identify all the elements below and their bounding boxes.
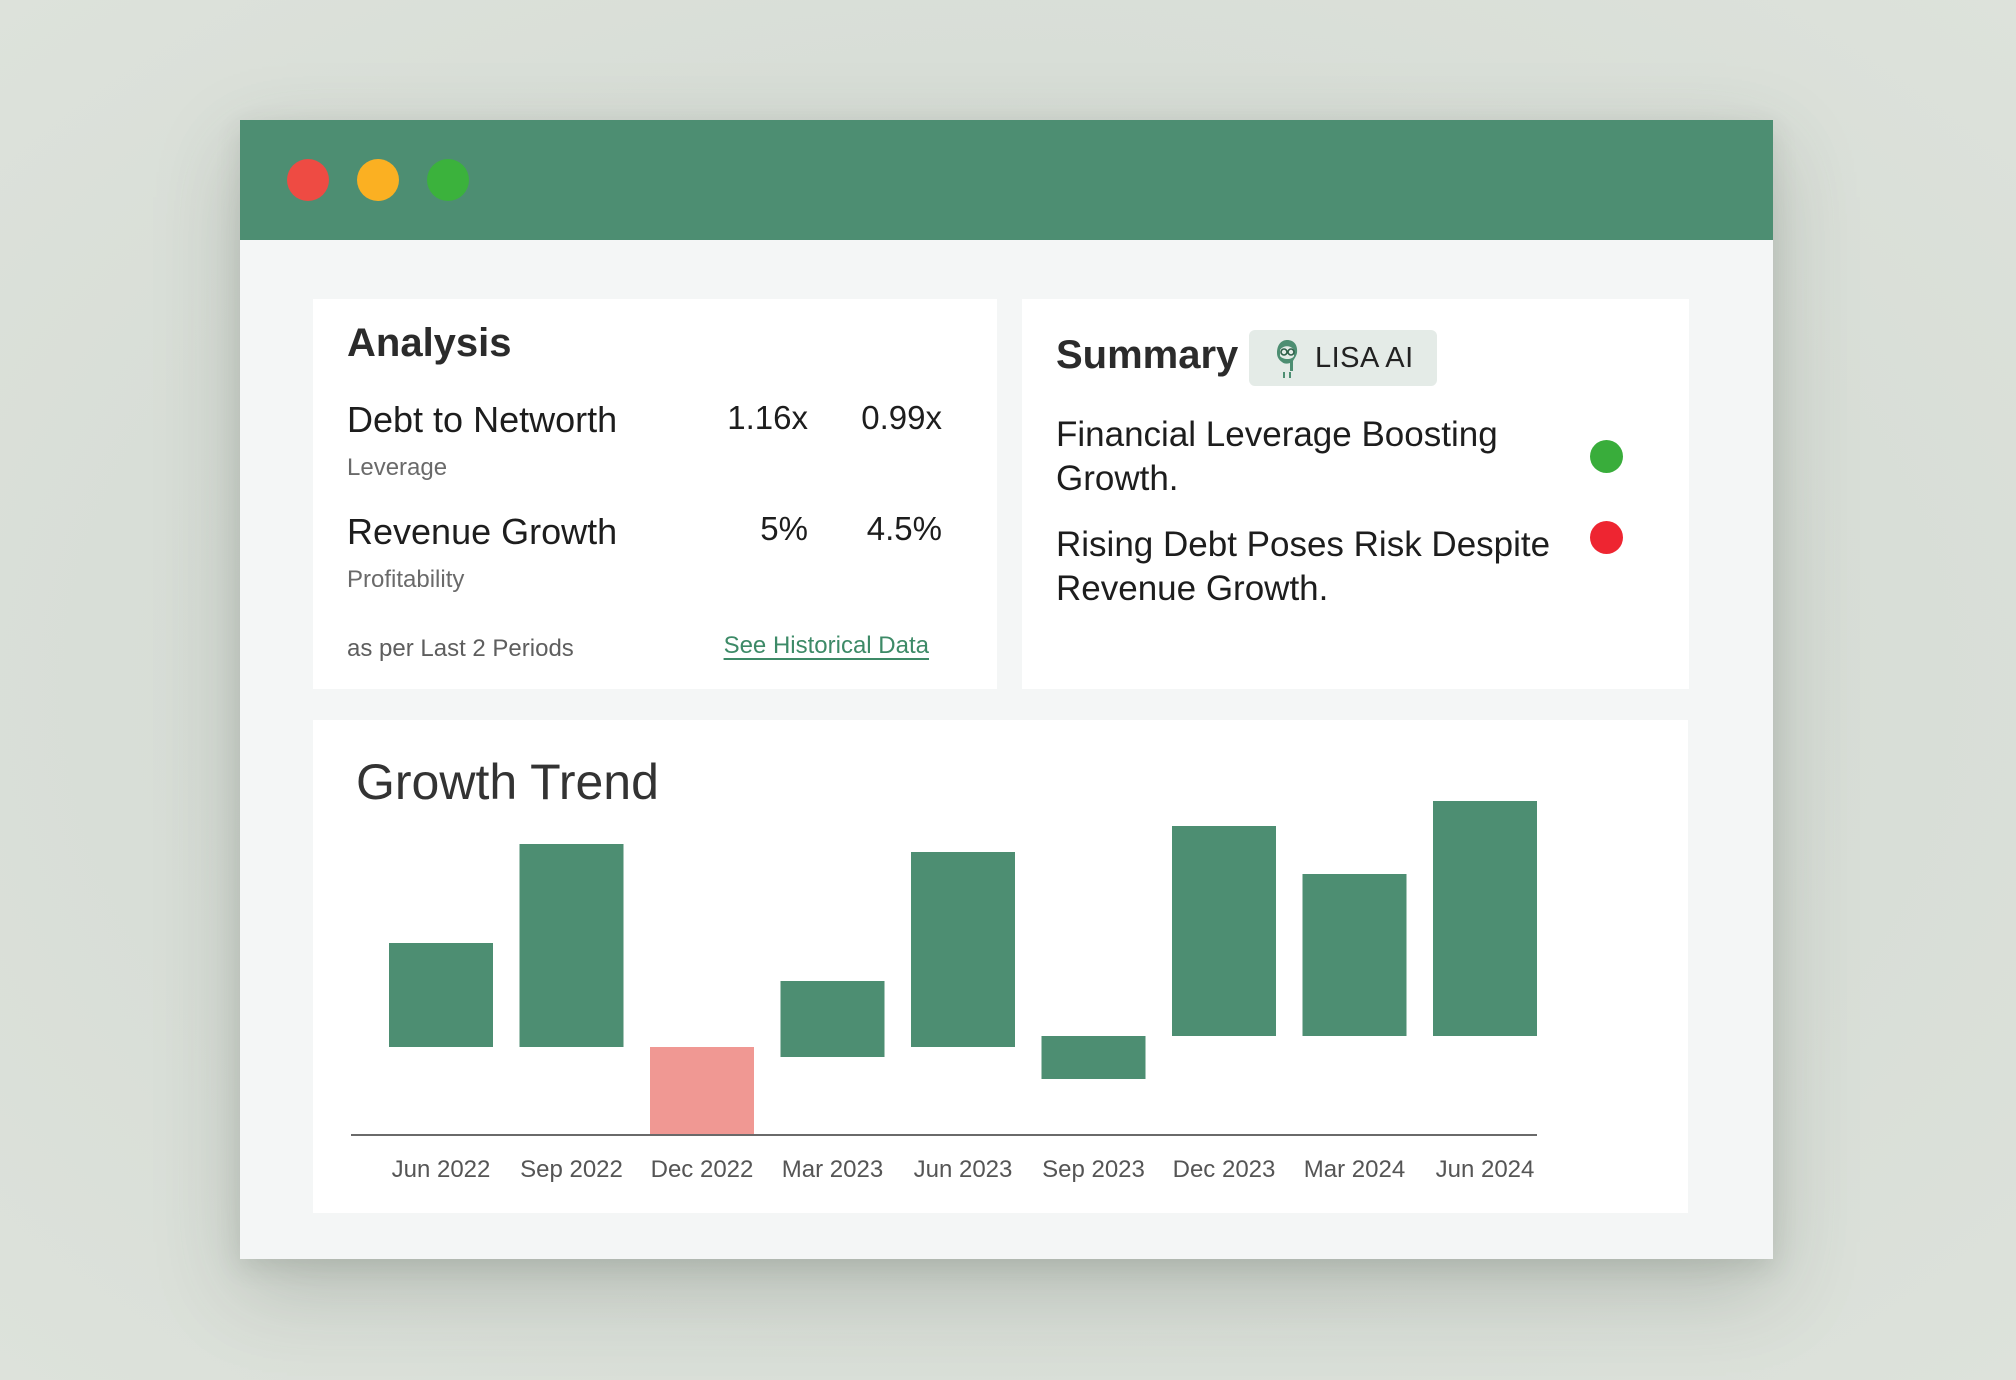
summary-card: Summary LISA AI Financial Leverage Boost… <box>1022 299 1689 689</box>
lisa-ai-badge[interactable]: LISA AI <box>1249 330 1437 386</box>
maximize-window-button[interactable] <box>427 159 469 201</box>
analysis-title: Analysis <box>347 321 512 365</box>
growth-trend-card: Growth Trend Jun 2022 Sep 2022 Dec 2022 Mar… <box>313 720 1688 1213</box>
metric-name-revenue-growth: Revenue Growth <box>347 511 618 552</box>
bar-jun-2022 <box>389 943 493 1047</box>
bar-mar-2024 <box>1302 874 1407 1036</box>
x-axis-tick-label: Sep 2023 <box>1042 1156 1145 1183</box>
bar-mar-2023 <box>780 981 885 1057</box>
metric-category-profitability: Profitability <box>347 566 465 593</box>
metric-category-leverage: Leverage <box>347 454 448 481</box>
x-axis-tick-label: Dec 2022 <box>651 1156 754 1183</box>
x-axis-tick-label: Jun 2023 <box>914 1156 1013 1183</box>
analysis-card: Analysis Debt to Networth Leverage 1.16x… <box>313 299 997 689</box>
negative-status-dot <box>1590 521 1623 554</box>
x-axis-tick-label: Mar 2024 <box>1304 1156 1405 1183</box>
bar-sep-2023 <box>1041 1036 1146 1079</box>
growth-trend-chart: Jun 2022 Sep 2022 Dec 2022 Mar 2023 Jun 2023… <box>351 801 1537 1183</box>
growth-trend-title: Growth Trend <box>356 754 659 810</box>
metric-previous-value: 4.5% <box>866 510 942 547</box>
metric-current-value: 1.16x <box>727 399 808 436</box>
metric-name-debt-to-networth: Debt to Networth <box>347 399 618 440</box>
lisa-ai-label: LISA AI <box>1315 341 1414 374</box>
close-window-button[interactable] <box>287 159 329 201</box>
insight-text: Financial Leverage Boosting Growth. <box>1056 415 1498 498</box>
positive-status-dot <box>1590 440 1623 473</box>
x-axis-tick-label: Dec 2023 <box>1173 1156 1276 1183</box>
x-axis-tick-label: Jun 2024 <box>1436 1156 1535 1183</box>
summary-title: Summary <box>1056 333 1239 377</box>
bar-jun-2023 <box>911 852 1015 1047</box>
metric-previous-value: 0.99x <box>861 399 942 436</box>
x-axis-tick-label: Jun 2022 <box>392 1156 491 1183</box>
see-historical-data-link[interactable]: See Historical Data <box>723 632 929 659</box>
x-axis-tick-label: Sep 2022 <box>520 1156 623 1183</box>
x-axis-tick-label: Mar 2023 <box>782 1156 883 1183</box>
bar-dec-2022 <box>650 1047 754 1135</box>
minimize-window-button[interactable] <box>357 159 399 201</box>
insight-text: Rising Debt Poses Risk Despite Revenue G… <box>1056 525 1551 608</box>
metric-current-value: 5% <box>760 510 808 547</box>
app-window: Analysis Debt to Networth Leverage 1.16x… <box>240 120 1773 1259</box>
window-titlebar <box>240 120 1773 240</box>
bar-dec-2023 <box>1172 826 1276 1036</box>
ai-assistant-avatar-icon <box>1277 340 1298 378</box>
periods-footnote: as per Last 2 Periods <box>347 635 574 662</box>
bar-jun-2024 <box>1433 801 1537 1036</box>
bar-sep-2022 <box>519 844 624 1047</box>
